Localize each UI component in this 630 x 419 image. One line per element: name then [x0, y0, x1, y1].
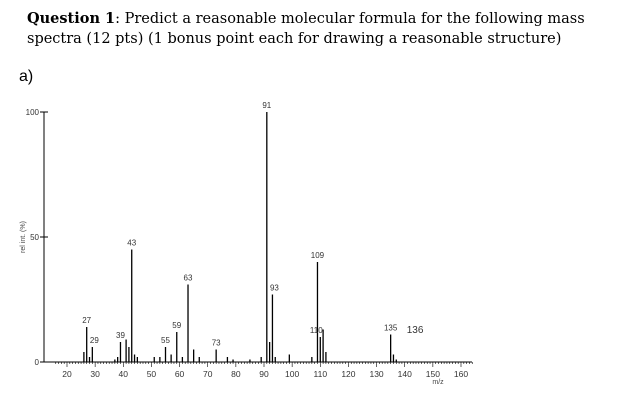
peak-label-55: 55 [161, 336, 170, 345]
x-tick-label: 100 [285, 369, 299, 379]
x-tick-label: 60 [175, 369, 185, 379]
x-tick-label: 50 [147, 369, 157, 379]
y-tick-label: 100 [26, 108, 40, 117]
peak-label-91: 91 [262, 101, 271, 110]
peak-label-63: 63 [184, 274, 193, 283]
peak-label-109: 109 [311, 251, 325, 260]
question-body: : Predict a reasonable molecular formula… [27, 11, 585, 47]
y-tick-label: 50 [30, 233, 39, 242]
peak-label-27: 27 [82, 316, 91, 325]
peak-label-135: 135 [384, 324, 398, 333]
x-tick-label: 40 [119, 369, 129, 379]
question-text: Question 1: Predict a reasonable molecul… [27, 9, 625, 49]
x-tick-label: 140 [398, 369, 412, 379]
x-tick-label: 90 [259, 369, 269, 379]
peak-label-39: 39 [116, 331, 125, 340]
question-number: Question 1 [27, 10, 116, 27]
x-tick-label: 80 [231, 369, 241, 379]
x-tick-label: 130 [369, 369, 383, 379]
x-axis-label: m/z [432, 379, 444, 386]
y-axis-label: rel int. (%) [20, 221, 27, 253]
y-tick-label: 0 [35, 358, 40, 367]
x-tick-label: 160 [454, 369, 468, 379]
peak-label-43: 43 [127, 239, 136, 248]
peak-label-136: 136 [407, 325, 424, 336]
x-tick-label: 150 [426, 369, 440, 379]
part-label: a) [19, 68, 34, 85]
peak-label-110: 110 [310, 326, 323, 335]
x-tick-label: 110 [314, 369, 328, 379]
x-tick-label: 70 [203, 369, 213, 379]
x-tick-label: 30 [90, 369, 100, 379]
peaks [83, 112, 397, 362]
x-tick-label: 120 [341, 369, 355, 379]
peak-label-93: 93 [270, 284, 279, 293]
x-tick-label: 20 [62, 369, 72, 379]
axes: 0 50 100 20 30 40 50 60 70 80 90 100 110 120 130 140 150… [20, 108, 473, 386]
peak-label-59: 59 [172, 321, 181, 330]
peak-label-73: 73 [212, 339, 221, 348]
peak-label-29: 29 [90, 336, 99, 345]
